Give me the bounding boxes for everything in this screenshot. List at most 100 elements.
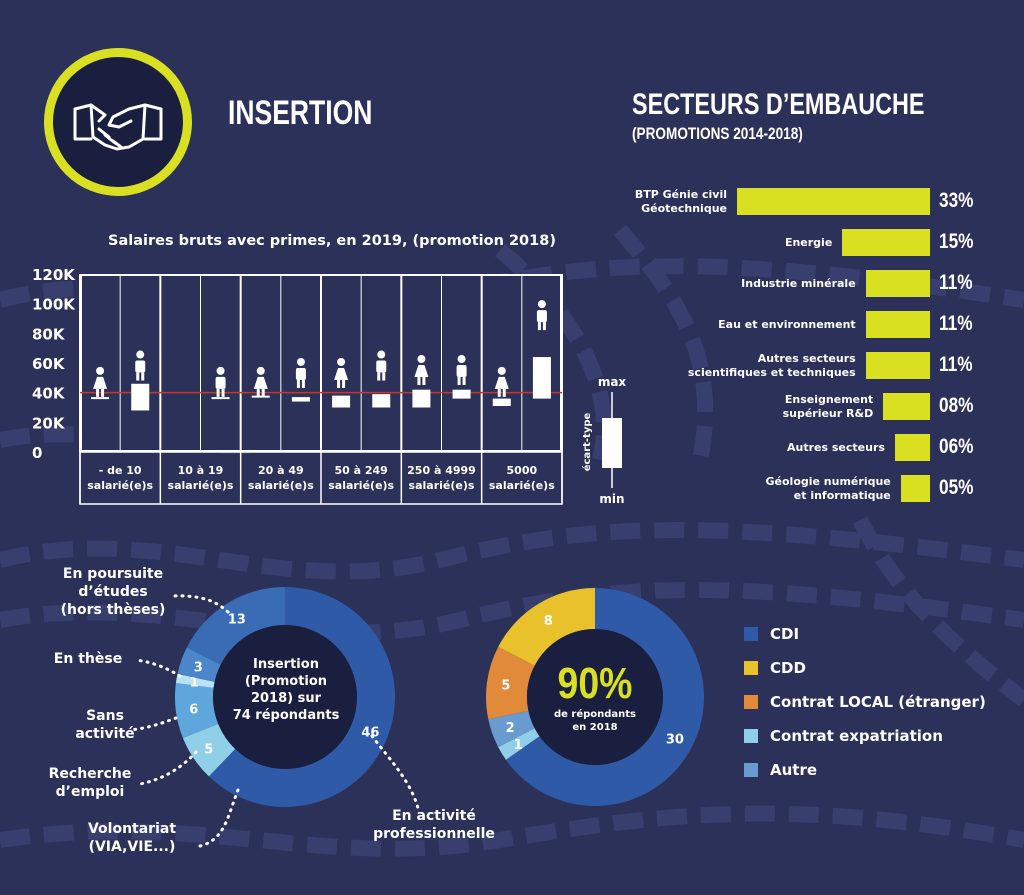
male-icon [456, 355, 467, 385]
contract-value-label: 5 [501, 679, 510, 694]
donut1-center-line1: Insertion [253, 657, 319, 672]
category-label: 50 à 249 [334, 464, 387, 477]
male-icon [215, 366, 226, 397]
legend-ecart-type-label: écart-type [581, 413, 593, 472]
contract-slice [486, 646, 535, 720]
legend-label: CDD [770, 659, 806, 677]
salary-chart-title: Salaires bruts avec primes, en 2019, (pr… [108, 233, 556, 249]
salary-box-chart: 120K 100K 80K 60K 40K 20K 0 - de 10 salarié(e)s 1… [32, 266, 563, 505]
callout-dotted-line [128, 716, 178, 732]
legend-label: Contrat LOCAL (étranger) [770, 693, 986, 711]
contract-slice [498, 728, 540, 760]
salary-box [452, 389, 471, 399]
insertion-slice [182, 723, 236, 777]
callout-label: (hors thèses) [61, 602, 166, 618]
logo-badge [44, 48, 192, 196]
salary-box [291, 397, 310, 402]
donut1-center: Insertion (Promotion 2018) sur 74 répond… [222, 656, 350, 724]
donut1-center-line3: 2018) sur [250, 691, 322, 706]
legend-item: Contrat LOCAL (étranger) [744, 693, 986, 711]
category-label: salarié(e)s [409, 479, 475, 492]
insertion-value-label: 3 [194, 660, 203, 675]
contract-value-label: 30 [666, 732, 684, 747]
contract-value-label: 1 [514, 738, 523, 753]
donut2-center-line2: en 2018 [572, 722, 618, 733]
page-title: INSERTION [228, 94, 373, 132]
contract-slice [488, 710, 535, 748]
donut2-center-line1: de répondants [553, 709, 637, 720]
y-tick-label: 40K [32, 385, 66, 403]
legend-swatch [744, 729, 758, 743]
male-icon [536, 300, 547, 331]
callout-dotted-line [133, 658, 182, 678]
callout-label: En poursuite [63, 566, 163, 582]
donut2-center-percent: 90% [557, 659, 633, 708]
category-label: salarié(e)s [87, 479, 153, 492]
female-icon [494, 366, 509, 397]
insertion-slice [175, 683, 219, 739]
category-label: - de 10 [99, 464, 142, 477]
insertion-value-label: 1 [190, 675, 199, 690]
y-tick-label: 100K [32, 296, 76, 314]
contract-slice [498, 588, 595, 666]
sectors-title: SECTEURS D’EMBAUCHE [632, 88, 925, 121]
callout-label: professionnelle [373, 826, 495, 842]
callout-label: d’emploi [56, 784, 125, 800]
y-tick-label: 20K [32, 414, 66, 432]
contract-hole [527, 629, 663, 765]
insertion-value-label: 13 [228, 613, 246, 628]
female-icon [93, 366, 108, 397]
callout-dotted-line [170, 594, 230, 614]
contract-value-label: 2 [506, 721, 515, 736]
callout-label: Sans [86, 708, 124, 724]
category-label: 10 à 19 [178, 464, 224, 477]
y-tick-label: 60K [32, 355, 66, 373]
callout-label: (VIA,VIE...) [89, 839, 176, 855]
female-icon [414, 355, 429, 385]
legend-swatch [744, 661, 758, 675]
category-label: salarié(e)s [328, 479, 394, 492]
legend-max-label: max [598, 375, 627, 389]
category-label: 5000 [507, 464, 538, 477]
callout-dotted-line [138, 750, 198, 786]
legend-label: Contrat expatriation [770, 727, 943, 745]
category-label: 20 à 49 [258, 464, 304, 477]
female-icon [334, 357, 349, 388]
callout-label: activité [75, 726, 134, 742]
donut1-center-line4: 74 répondants [232, 708, 340, 723]
contract-slice [505, 588, 704, 806]
salary-box [211, 397, 230, 400]
insertion-hole [213, 625, 357, 769]
legend-swatch [744, 763, 758, 777]
salary-box [412, 389, 431, 408]
legend-swatch [744, 695, 758, 709]
legend-label: CDI [770, 625, 800, 643]
callout-dotted-line [198, 788, 240, 848]
y-tick-label: 80K [32, 325, 66, 343]
contract-donut: 30 1 2 5 8 [486, 588, 704, 806]
y-tick-label: 120K [32, 266, 76, 284]
callout-label: d’études [78, 584, 147, 600]
legend-item: Contrat expatriation [744, 727, 943, 745]
callout-label: En thèse [54, 651, 122, 667]
handshake-icon [73, 103, 163, 151]
salary-box [131, 383, 150, 411]
insertion-donut: 46 5 6 13 13 [175, 587, 395, 807]
callout-dotted-line [370, 734, 420, 810]
category-label: salarié(e)s [248, 479, 314, 492]
legend-item: Autre [744, 761, 817, 779]
category-label: 250 à 4999 [407, 464, 476, 477]
insertion-slice [186, 587, 285, 665]
salary-box [372, 394, 391, 408]
female-icon [253, 366, 268, 397]
salary-legend: max écart-type min [581, 375, 627, 506]
category-label: salarié(e)s [168, 479, 234, 492]
insertion-slice [208, 587, 395, 807]
legend-box [602, 418, 622, 468]
legend-swatch [744, 627, 758, 641]
donut2-center: 90% de répondants en 2018 [538, 660, 652, 734]
insertion-slice [177, 647, 221, 682]
salary-box [532, 357, 551, 399]
insertion-value-label: 6 [189, 703, 198, 718]
salary-box [332, 395, 351, 408]
